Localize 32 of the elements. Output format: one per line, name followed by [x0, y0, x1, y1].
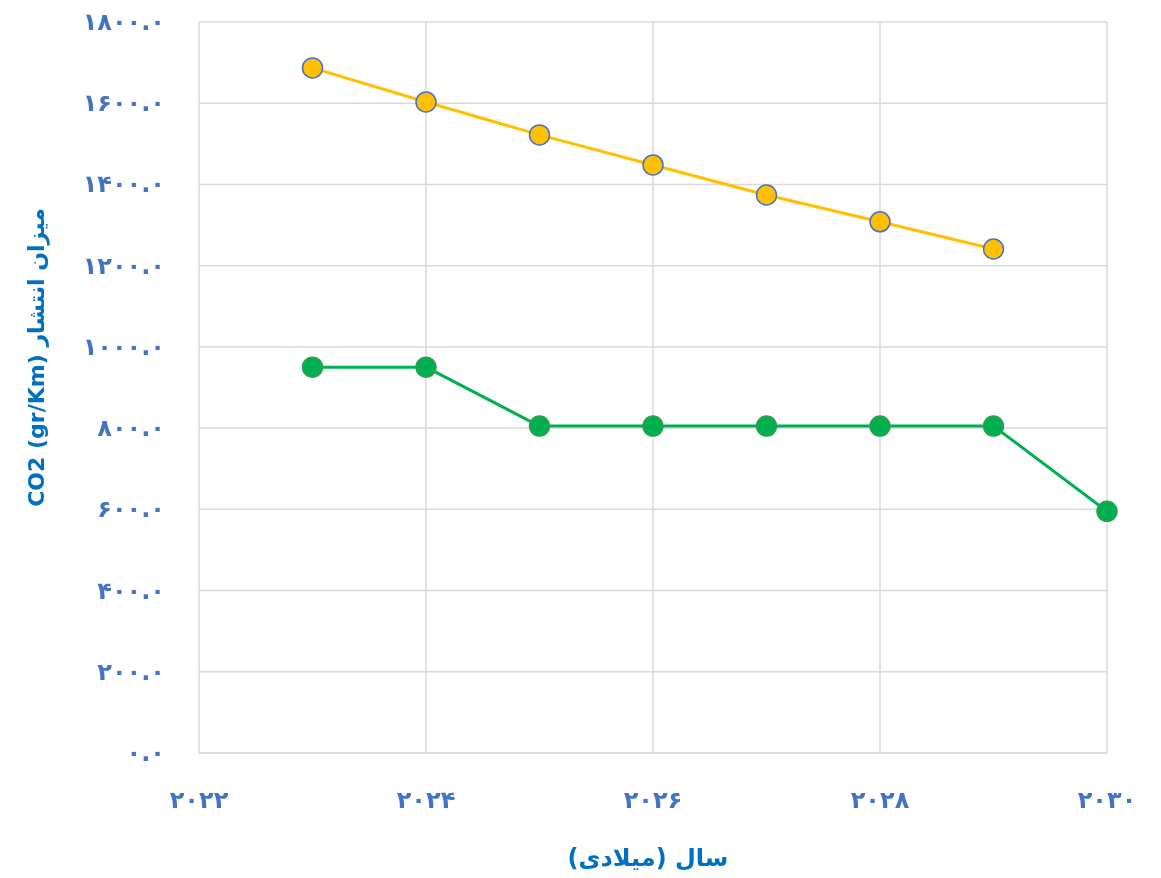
- point: [755, 415, 778, 437]
- point: [982, 415, 1005, 437]
- y-tick-label: ۱۶۰۰.۰: [82, 89, 165, 118]
- point: [869, 211, 891, 233]
- x-tick-label: ۲۰۲۲: [169, 786, 229, 814]
- point: [755, 184, 778, 206]
- point: [301, 356, 324, 378]
- point: [982, 238, 1005, 260]
- y-axis-title: میزان انتشار CO2 (gr/Km): [23, 208, 50, 507]
- point: [415, 91, 437, 113]
- point: [869, 415, 891, 437]
- point: [528, 415, 551, 437]
- x-tick-label: ۲۰۲۴: [396, 786, 456, 814]
- y-tick-label: ۱۴۰۰.۰: [82, 170, 165, 199]
- x-tick-label: ۲۰۲۶: [623, 786, 683, 814]
- y-tick-label: ۰.۰: [126, 739, 165, 767]
- y-tick-label: ۱۸۰۰.۰: [82, 8, 165, 36]
- y-tick-label: ۲۰۰.۰: [97, 657, 165, 686]
- point: [1096, 500, 1118, 523]
- y-tick-label: ۸۰۰.۰: [97, 414, 165, 443]
- y-tick-label: ۶۰۰.۰: [97, 495, 165, 524]
- point: [528, 124, 551, 146]
- x-axis-title: سال (میلادی): [567, 844, 729, 872]
- y-tick-label: ۱۰۰۰.۰: [82, 332, 165, 361]
- x-tick-label: ۲۰۲۸: [850, 786, 910, 814]
- point: [642, 154, 664, 176]
- point: [301, 57, 324, 79]
- y-tick-label: ۴۰۰.۰: [97, 576, 165, 605]
- point: [415, 356, 437, 378]
- point: [642, 415, 664, 437]
- x-tick-label: ۲۰۳۰: [1077, 786, 1137, 814]
- y-tick-label: ۱۲۰۰.۰: [82, 251, 165, 280]
